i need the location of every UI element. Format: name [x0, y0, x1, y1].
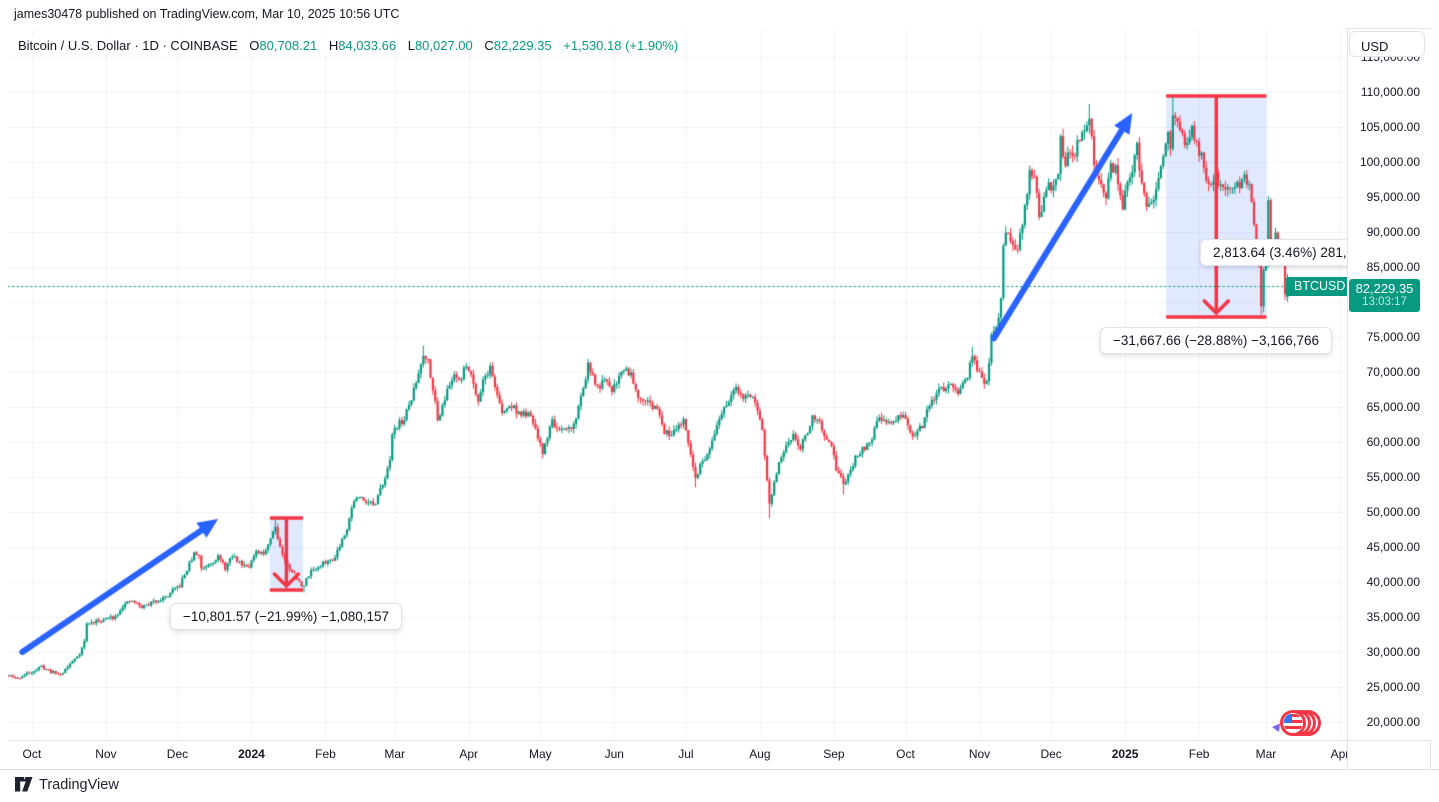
price-axis-label: 75,000.00: [1366, 330, 1420, 344]
tradingview-logo-icon: [15, 777, 33, 792]
price-axis-label: 60,000.00: [1366, 435, 1420, 449]
price-line-symbol-badge: BTCUSD: [1286, 277, 1347, 296]
open-value: 80,708.21: [259, 38, 318, 53]
time-axis-label: Sep: [823, 747, 845, 761]
tradingview-logo-text: TradingView: [39, 776, 119, 793]
high-value: 84,033.66: [338, 38, 397, 53]
event-marker-icon: [1272, 723, 1280, 732]
time-axis-label: 2024: [238, 747, 265, 761]
price-axis-label: 100,000.00: [1359, 155, 1420, 169]
low-label: L: [407, 38, 415, 53]
footer-separator: [0, 769, 1439, 770]
candlestick-chart[interactable]: [8, 28, 1347, 740]
time-axis-label: Mar: [1255, 747, 1277, 761]
price-axis-label: 30,000.00: [1366, 645, 1420, 659]
time-axis-label: Jun: [604, 747, 624, 761]
close-value: 82,229.35: [493, 38, 552, 53]
current-price: 82,229.35: [1355, 281, 1414, 296]
currency-button[interactable]: USD: [1349, 31, 1425, 57]
price-axis[interactable]: 115,000.00 110,000.00 105,000.00 100,000.00…: [1348, 29, 1431, 740]
measure-label-1: −10,801.57 (−21.99%) −1,080,157: [169, 603, 403, 630]
price-axis-label: 25,000.00: [1366, 680, 1420, 694]
price-axis-label: 20,000.00: [1366, 715, 1420, 729]
time-axis-label: Feb: [315, 747, 336, 761]
range-tooltip: 2,813.64 (3.46%) 281,: [1200, 239, 1347, 266]
time-axis-label: Aug: [749, 747, 771, 761]
chart-pane[interactable]: Bitcoin / U.S. Dollar · 1D · COINBASE O8…: [8, 28, 1347, 740]
price-axis-label: 35,000.00: [1366, 610, 1420, 624]
low-value: 80,027.00: [414, 38, 473, 53]
time-axis-separator: [8, 740, 1431, 741]
price-axis-label: 90,000.00: [1366, 225, 1420, 239]
time-axis-label: 2025: [1111, 747, 1139, 761]
symbol-title: Bitcoin / U.S. Dollar · 1D · COINBASE: [18, 38, 238, 53]
time-axis-label: Oct: [896, 747, 915, 761]
time-axis-label: Dec: [1040, 747, 1062, 761]
current-price-badge: 82,229.35 13:03:17: [1349, 279, 1420, 312]
price-axis-label: 85,000.00: [1366, 260, 1420, 274]
measure-label-2: −31,667.66 (−28.88%) −3,166,766: [1099, 327, 1333, 354]
time-axis-label: Oct: [22, 747, 42, 761]
price-axis-label: 50,000.00: [1366, 505, 1420, 519]
price-axis-label: 70,000.00: [1366, 365, 1420, 379]
time-axis-label: Dec: [166, 747, 189, 761]
open-label: O: [249, 38, 260, 53]
time-axis-label: May: [528, 747, 552, 761]
close-label: C: [484, 38, 494, 53]
time-axis[interactable]: Oct Nov Dec 2024 Feb Mar Apr May Jun Jul Aug Sep Oct…: [8, 741, 1347, 769]
price-axis-label: 45,000.00: [1366, 540, 1420, 554]
economic-events-icon[interactable]: [1268, 706, 1322, 740]
high-label: H: [328, 38, 339, 53]
price-axis-label: 95,000.00: [1366, 190, 1420, 204]
time-axis-label: Apr: [1330, 747, 1347, 761]
price-axis-label: 40,000.00: [1366, 575, 1420, 589]
price-axis-label: 105,000.00: [1359, 120, 1420, 134]
time-axis-label: Jul: [678, 747, 694, 761]
tradingview-logo[interactable]: TradingView: [14, 776, 119, 793]
symbol-legend[interactable]: Bitcoin / U.S. Dollar · 1D · COINBASE O8…: [12, 36, 685, 55]
publisher-bar: james30478 published on TradingView.com,…: [0, 0, 1439, 28]
time-axis-label: Nov: [95, 747, 117, 761]
countdown-timer: 13:03:17: [1362, 296, 1407, 308]
time-axis-label: Apr: [459, 747, 479, 761]
price-axis-label: 55,000.00: [1366, 470, 1420, 484]
time-axis-label: Feb: [1188, 747, 1210, 761]
us-flag-icon: [1283, 714, 1303, 732]
price-axis-label: 110,000.00: [1360, 85, 1420, 99]
time-axis-label: Mar: [384, 747, 406, 761]
time-axis-label: Nov: [968, 747, 991, 761]
price-axis-separator: [1347, 28, 1348, 769]
price-axis-label: 65,000.00: [1366, 400, 1420, 414]
publisher-text: james30478 published on TradingView.com,…: [14, 7, 400, 21]
footer-bar: TradingView: [0, 770, 1439, 802]
change-value: +1,530.18 (+1.90%): [563, 38, 679, 53]
